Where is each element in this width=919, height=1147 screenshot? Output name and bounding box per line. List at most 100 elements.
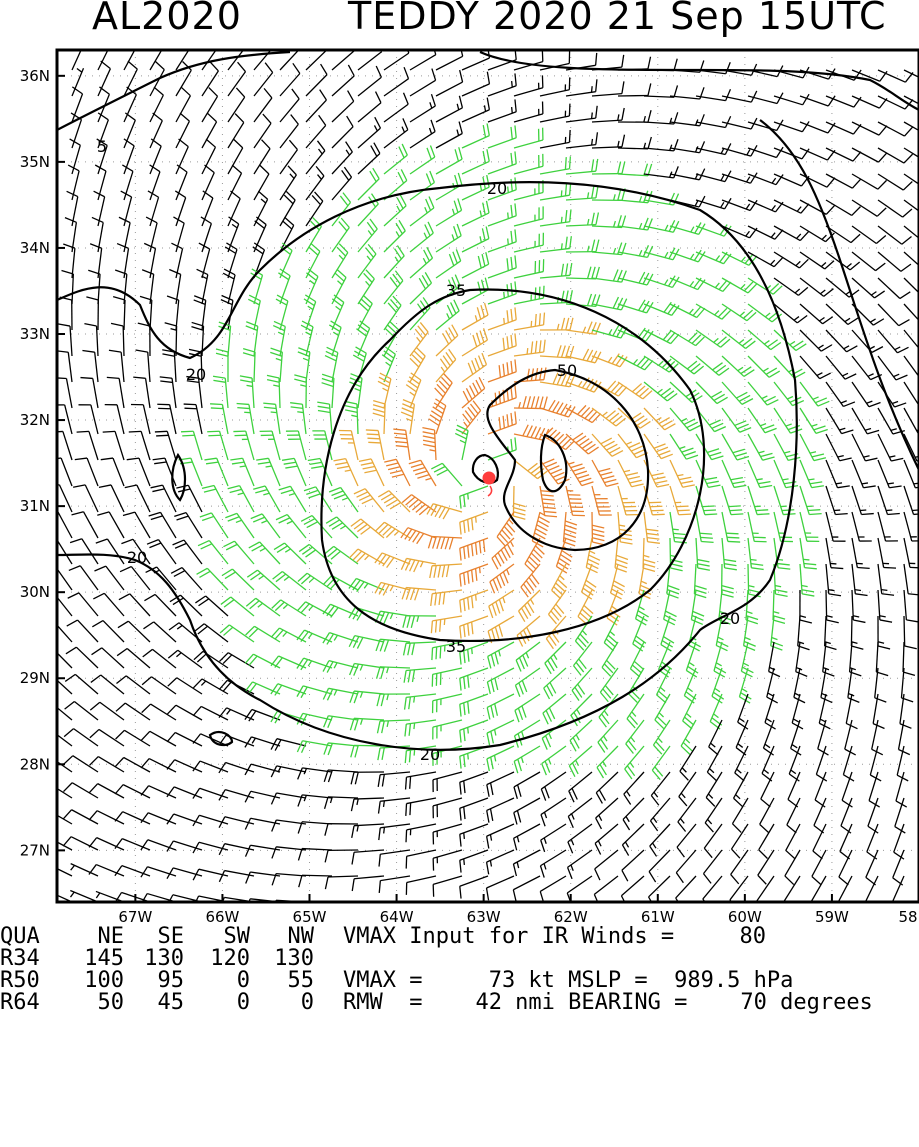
wind-barb <box>433 772 462 792</box>
wind-barb <box>852 460 876 488</box>
wind-barb <box>623 798 644 830</box>
wind-barb <box>460 512 488 535</box>
wind-barb <box>436 122 462 148</box>
wind-barb <box>460 590 488 613</box>
wind-barb <box>379 876 410 893</box>
y-tick-label: 27N <box>20 841 50 859</box>
wind-barb <box>488 229 516 252</box>
wind-barb <box>748 382 778 405</box>
wind-barb <box>597 746 618 778</box>
wind-barb <box>696 512 714 542</box>
wind-barb <box>852 538 870 568</box>
wind-barb <box>904 564 919 595</box>
wind-barb <box>488 307 516 330</box>
wind-barb <box>852 486 874 514</box>
wind-barb <box>488 642 514 668</box>
wind-barb <box>748 486 769 515</box>
storm-center-dot <box>483 472 496 485</box>
wind-barb <box>101 458 124 486</box>
wind-barb <box>800 512 819 541</box>
wind-barb <box>91 675 124 694</box>
vmax-input-value: 80 <box>700 926 766 948</box>
wind-barb <box>99 485 124 512</box>
wind-barb <box>462 149 489 174</box>
wind-barb <box>487 668 514 694</box>
wind-barb <box>878 486 900 514</box>
wind-barb <box>784 876 800 910</box>
wind-barb <box>181 431 202 460</box>
wind-barb <box>69 566 98 590</box>
wind-barb <box>70 539 98 564</box>
wind-barb <box>123 512 150 538</box>
wind-barb <box>378 772 410 787</box>
rmw-bearing-line: RMW = 42 nmi BEARING = 70 degrees <box>343 992 873 1014</box>
wind-barb <box>878 356 907 380</box>
wind-barb <box>540 209 571 226</box>
wind-barb <box>149 512 176 538</box>
wind-barb <box>618 486 638 515</box>
wind-barb <box>852 278 885 298</box>
wind-barb <box>696 538 710 570</box>
wind-barb <box>460 616 488 639</box>
wind-barb <box>462 123 489 148</box>
wind-barb <box>308 458 332 486</box>
wind-barb <box>436 249 461 278</box>
wind-barb <box>436 44 463 70</box>
wind-barb <box>514 772 540 799</box>
wind-barb <box>38 782 72 798</box>
wind-barb <box>146 567 176 590</box>
wind-barb <box>488 255 516 278</box>
wind-barb <box>826 278 859 297</box>
wind-barb <box>403 616 436 628</box>
wind-barb <box>358 194 378 226</box>
wind-barb <box>402 495 436 515</box>
wind-barb <box>433 720 462 740</box>
wind-barb <box>200 513 228 538</box>
wind-barb <box>431 616 462 633</box>
wind-barb <box>722 382 753 404</box>
wind-barb <box>379 798 410 814</box>
r64-nw: 0 <box>260 992 314 1014</box>
wind-barb <box>703 876 722 909</box>
wind-barb <box>286 431 306 460</box>
vmax-mslp-line: VMAX = 73 kt MSLP = 989.5 hPa <box>343 970 793 992</box>
wind-barb <box>339 431 358 460</box>
wind-barb <box>826 434 852 461</box>
wind-barb <box>852 382 881 407</box>
wind-barb <box>570 720 592 751</box>
wind-barb <box>92 621 124 642</box>
y-tick-label: 34N <box>20 239 50 257</box>
wind-barb <box>514 128 543 148</box>
wind-barb <box>696 434 723 460</box>
wind-barb <box>569 746 592 777</box>
wind-barb <box>568 824 592 853</box>
wind-barb <box>184 404 202 434</box>
y-tick-label: 36N <box>20 67 50 85</box>
wind-barb <box>117 649 150 668</box>
wind-barb <box>826 512 846 541</box>
wind-barb <box>436 224 461 252</box>
r34-label: R34 <box>0 948 40 970</box>
wind-barb <box>722 486 743 515</box>
wind-barb <box>519 590 540 622</box>
wind-barb <box>514 49 543 70</box>
y-tick-label: 30N <box>20 583 50 601</box>
qua-label: QUA <box>0 926 40 948</box>
y-tick-label: 35N <box>20 153 50 171</box>
wind-barb <box>240 376 254 408</box>
wind-barb <box>253 486 280 512</box>
r50-nw: 55 <box>260 970 314 992</box>
wind-barb <box>435 374 453 408</box>
wind-barb <box>92 648 124 668</box>
wind-barb <box>225 513 254 538</box>
wind-barb <box>97 512 124 538</box>
wind-barb <box>38 728 72 746</box>
wind-barb <box>800 330 832 351</box>
ne-header: NE <box>70 926 124 948</box>
wind-barb <box>358 92 381 122</box>
wind-barb <box>748 356 780 377</box>
wind-barb <box>644 434 673 459</box>
wind-barb <box>401 400 414 434</box>
wind-barb <box>513 876 540 902</box>
